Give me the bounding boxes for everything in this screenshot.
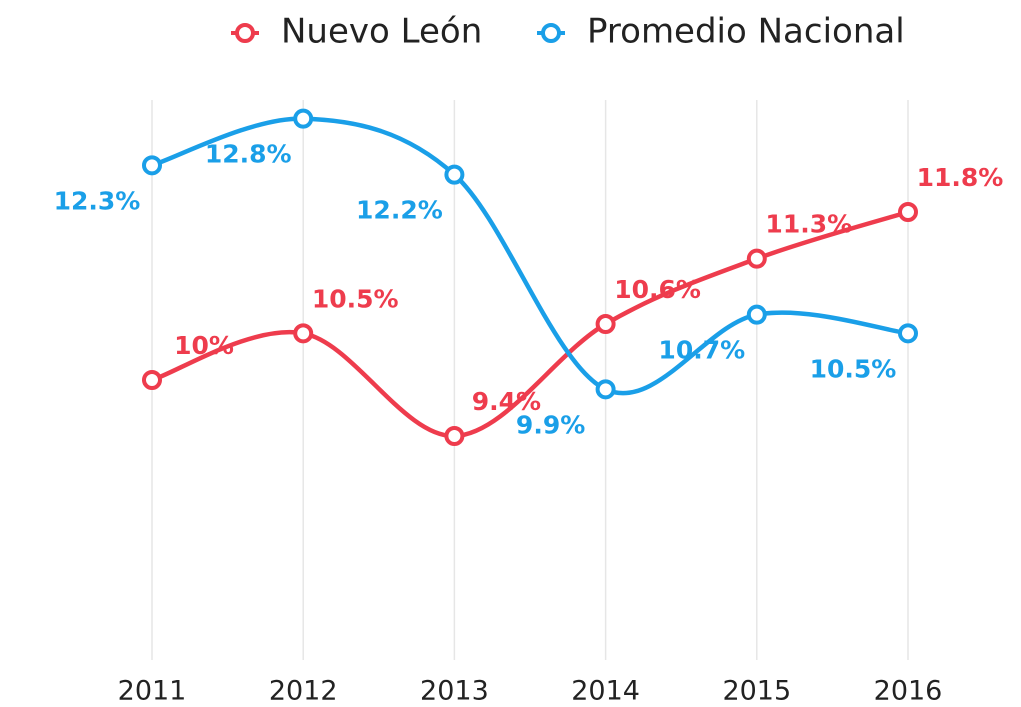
x-tick-label: 2014 [571,676,640,707]
point [293,323,314,344]
point [898,323,918,344]
data-label: 10.6% [614,275,701,304]
data-label: 12.2% [356,196,443,225]
point [142,155,162,176]
point [746,304,767,325]
point [746,248,767,269]
x-tick-label: 2012 [269,676,338,707]
x-tick-label: 2016 [874,676,943,707]
data-label: 11.3% [765,210,852,239]
data-label: 10.5% [312,284,399,313]
data-label: 11.8% [917,163,1004,192]
x-tick-label: 2013 [420,676,489,707]
point [444,164,465,185]
point [898,202,918,222]
point [444,426,465,446]
point [142,370,162,390]
point [595,314,616,334]
x-tick-label: 2011 [118,676,187,707]
data-label: 10% [174,331,234,360]
legend-label: Nuevo León [281,12,482,52]
data-label: 9.9% [516,410,585,439]
legend-label: Promedio Nacional [587,12,905,52]
point [293,108,314,129]
legend-marker [541,23,561,43]
data-label: 12.3% [54,186,141,215]
data-label: 9.4% [472,387,541,416]
data-label: 12.8% [205,140,292,169]
legend-marker [235,23,255,43]
data-label: 10.5% [810,354,897,383]
series-line [151,209,909,439]
data-label: 10.7% [658,336,745,365]
point [595,379,616,400]
x-tick-label: 2015 [722,676,791,707]
